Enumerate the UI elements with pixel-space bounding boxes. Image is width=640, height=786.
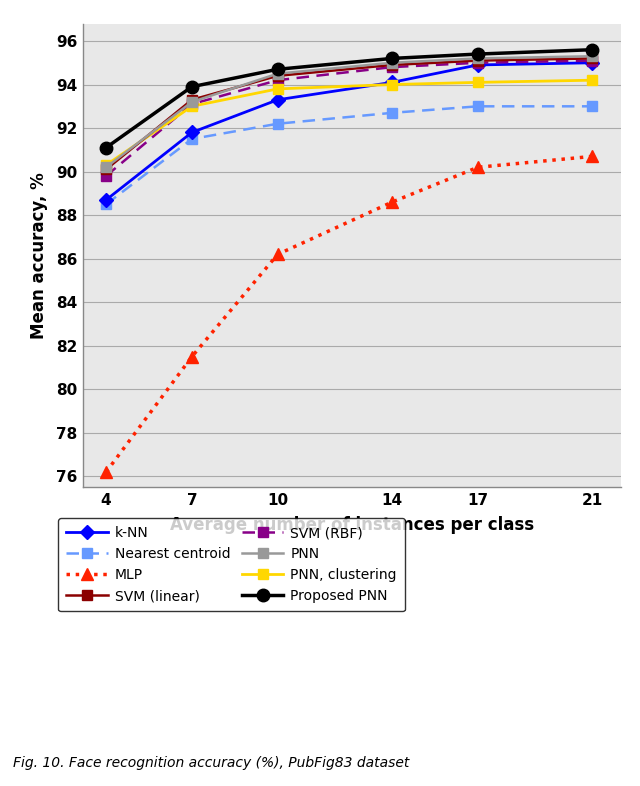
k-NN: [588, 58, 596, 68]
SVM (RBF): [188, 99, 196, 108]
PNN: [474, 53, 482, 63]
PNN: [588, 52, 596, 61]
k-NN: [188, 127, 196, 137]
MLP: [474, 163, 482, 172]
SVM (RBF): [274, 75, 282, 85]
SVM (RBF): [588, 56, 596, 65]
MLP: [102, 468, 110, 477]
Line: Nearest centroid: Nearest centroid: [101, 101, 597, 209]
Nearest centroid: [274, 119, 282, 128]
Nearest centroid: [474, 101, 482, 111]
SVM (RBF): [388, 62, 396, 72]
PNN, clustering: [388, 80, 396, 90]
k-NN: [388, 78, 396, 87]
PNN, clustering: [588, 75, 596, 85]
Line: MLP: MLP: [100, 150, 598, 479]
SVM (RBF): [102, 171, 110, 181]
X-axis label: Average number of instances per class: Average number of instances per class: [170, 516, 534, 534]
MLP: [274, 250, 282, 259]
Proposed PNN: [588, 45, 596, 54]
Line: PNN, clustering: PNN, clustering: [101, 75, 597, 170]
k-NN: [102, 195, 110, 204]
SVM (linear): [274, 71, 282, 80]
Line: SVM (linear): SVM (linear): [101, 53, 597, 174]
Proposed PNN: [188, 82, 196, 91]
SVM (RBF): [474, 58, 482, 68]
Text: Fig. 10. Face recognition accuracy (%), PubFig83 dataset: Fig. 10. Face recognition accuracy (%), …: [13, 756, 409, 770]
Legend: k-NN, Nearest centroid, MLP, SVM (linear), SVM (RBF), PNN, PNN, clustering, Prop: k-NN, Nearest centroid, MLP, SVM (linear…: [58, 518, 405, 612]
MLP: [188, 352, 196, 362]
Proposed PNN: [274, 64, 282, 74]
PNN: [188, 97, 196, 107]
Nearest centroid: [388, 108, 396, 118]
MLP: [588, 152, 596, 161]
Line: k-NN: k-NN: [101, 58, 597, 205]
PNN, clustering: [474, 78, 482, 87]
SVM (linear): [188, 95, 196, 105]
PNN, clustering: [188, 101, 196, 111]
Proposed PNN: [388, 53, 396, 63]
SVM (linear): [102, 165, 110, 174]
Line: PNN: PNN: [101, 51, 597, 172]
Y-axis label: Mean accuracy, %: Mean accuracy, %: [30, 172, 48, 339]
PNN: [274, 69, 282, 79]
SVM (linear): [388, 61, 396, 70]
k-NN: [474, 61, 482, 70]
Proposed PNN: [474, 50, 482, 59]
Nearest centroid: [102, 200, 110, 209]
Line: Proposed PNN: Proposed PNN: [100, 43, 598, 154]
PNN: [388, 58, 396, 68]
PNN: [102, 163, 110, 172]
MLP: [388, 197, 396, 207]
Nearest centroid: [588, 101, 596, 111]
SVM (linear): [474, 56, 482, 65]
PNN, clustering: [102, 160, 110, 170]
SVM (linear): [588, 53, 596, 63]
Proposed PNN: [102, 143, 110, 152]
Line: SVM (RBF): SVM (RBF): [101, 56, 597, 181]
PNN, clustering: [274, 84, 282, 94]
Nearest centroid: [188, 134, 196, 144]
k-NN: [274, 95, 282, 105]
